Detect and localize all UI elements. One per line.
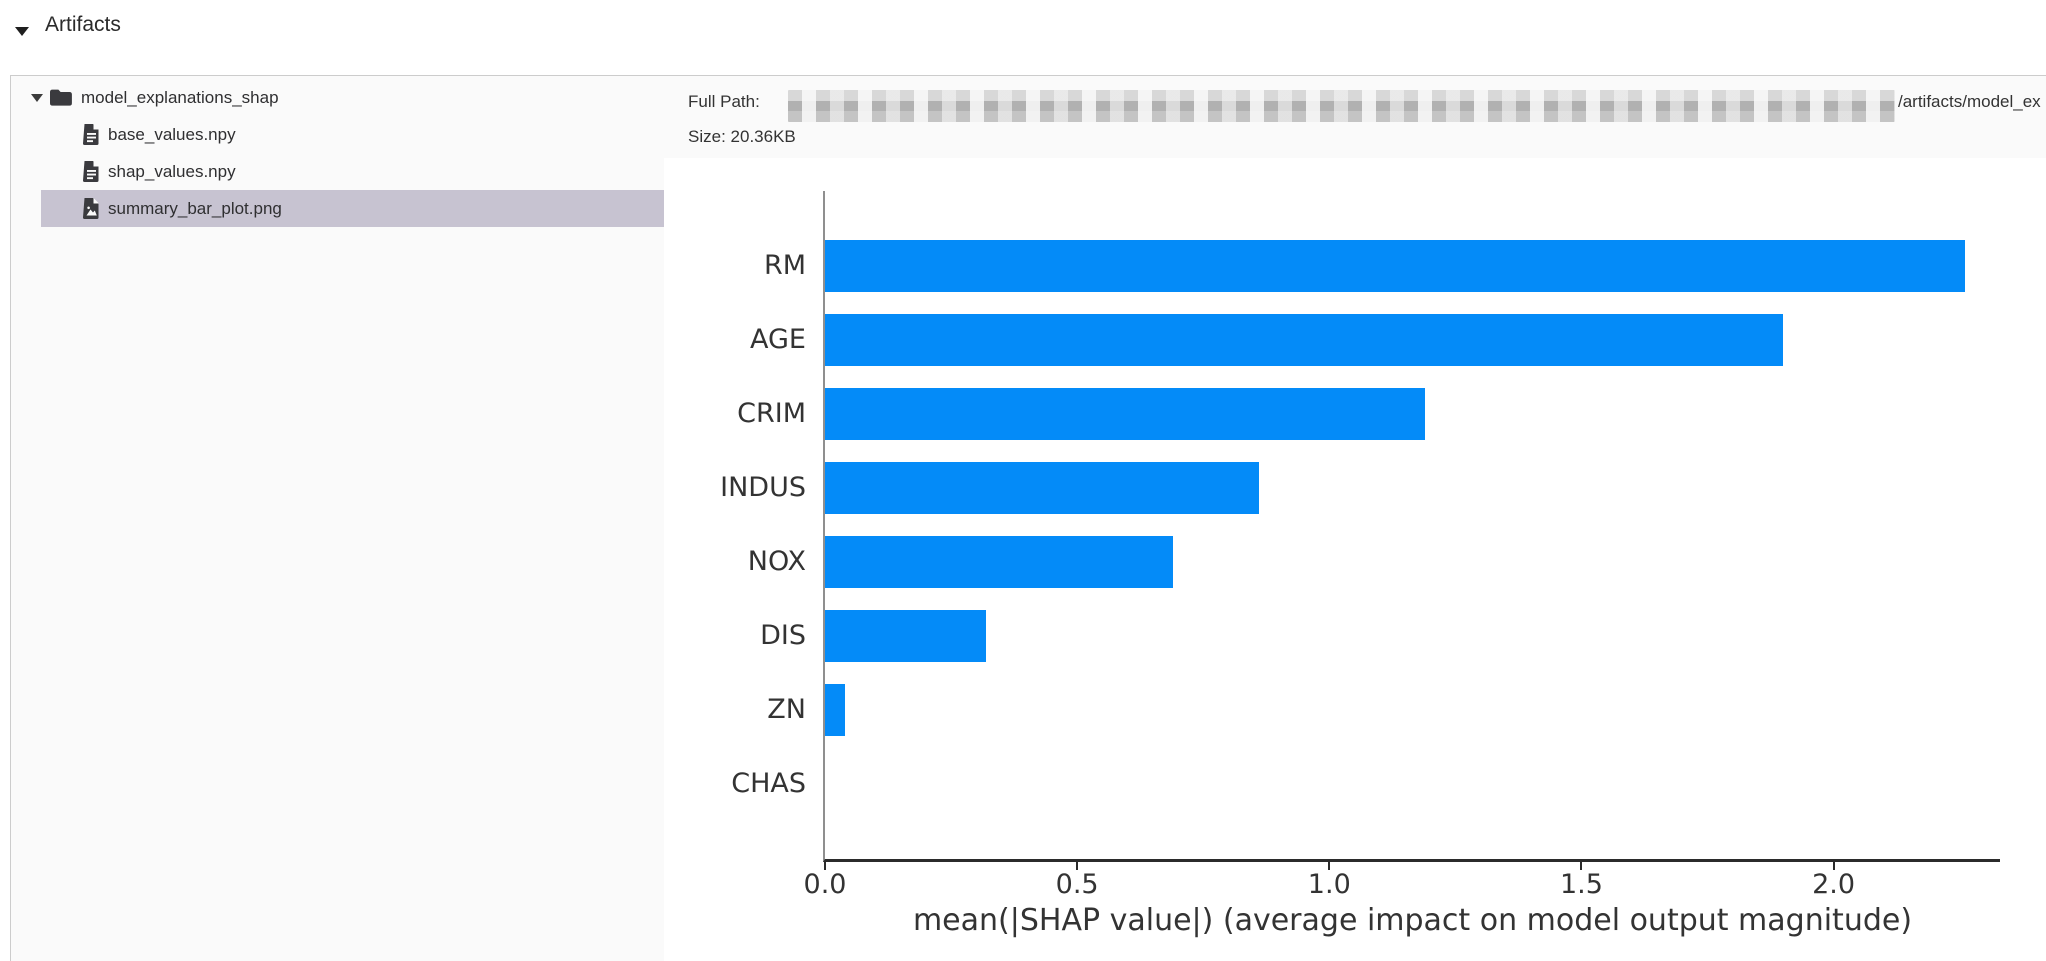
x-tick-label: 0.0 [803, 869, 847, 900]
bar-row: RM [764, 240, 2000, 292]
bar-row: CRIM [737, 388, 2000, 440]
tree-row-folder[interactable]: model_explanations_shap [11, 79, 279, 116]
artifact-image-preview: mean(|SHAP value|) (average impact on mo… [664, 158, 2046, 961]
tree-row-file[interactable]: base_values.npy [11, 116, 236, 153]
page-title: Artifacts [45, 13, 121, 36]
plot-area: mean(|SHAP value|) (average impact on mo… [720, 191, 2000, 938]
redacted-path-blur [788, 90, 1895, 122]
bar [825, 610, 987, 662]
bar-row: ZN [767, 684, 2000, 736]
x-tick-mark [824, 862, 826, 870]
artifact-detail-header: Full Path: /artifacts/model_ex Size: 20.… [664, 76, 2046, 158]
bar [825, 314, 1784, 366]
x-axis-label: mean(|SHAP value|) (average impact on mo… [912, 903, 1913, 938]
artifacts-panel: model_explanations_shap base_values.npy … [10, 75, 2046, 961]
category-label: AGE [750, 324, 806, 355]
bar-row: CHAS [731, 758, 2000, 810]
shap-summary-bar-chart: mean(|SHAP value|) (average impact on mo… [664, 158, 2046, 961]
tree-row-file[interactable]: shap_values.npy [11, 153, 236, 190]
artifact-file-tree: model_explanations_shap base_values.npy … [11, 76, 700, 961]
size-label: Size: [688, 127, 726, 146]
tree-item-label: summary_bar_plot.png [108, 198, 282, 218]
x-tick-mark [1076, 862, 1079, 870]
chevron-down-icon[interactable] [31, 93, 43, 102]
bar [825, 536, 1173, 588]
category-label: RM [763, 250, 806, 281]
bar [825, 240, 1965, 292]
file-text-icon [83, 161, 99, 182]
x-tick-mark [1580, 862, 1583, 870]
tree-item-label: model_explanations_shap [81, 87, 279, 107]
category-label: DIS [760, 620, 806, 651]
x-tick-mark [1832, 862, 1835, 870]
tree-item-label: base_values.npy [108, 124, 236, 144]
collapse-triangle-icon[interactable] [15, 27, 29, 36]
x-tick-label: 1.5 [1559, 869, 1603, 900]
path-visible-suffix: /artifacts/model_ex [1898, 92, 2041, 111]
x-tick-label: 1.0 [1307, 869, 1351, 900]
category-label: INDUS [720, 472, 806, 503]
category-label: NOX [747, 546, 806, 577]
artifacts-header: Artifacts [0, 0, 2046, 75]
category-label: CRIM [737, 398, 806, 429]
x-tick-mark [1328, 862, 1331, 870]
x-tick-label: 2.0 [1812, 869, 1856, 900]
bar-row: INDUS [720, 462, 2000, 514]
bar-row: AGE [750, 314, 2000, 366]
bar-row: DIS [760, 610, 2000, 662]
bar [825, 388, 1426, 440]
x-tick-label: 0.5 [1055, 869, 1099, 900]
full-path-label: Full Path: [688, 92, 760, 111]
tree-row-selected-image[interactable]: summary_bar_plot.png [41, 190, 700, 227]
size-value: 20.36KB [730, 127, 796, 146]
size-row: Size: 20.36KB [688, 127, 796, 147]
category-label: CHAS [731, 768, 806, 799]
category-label: ZN [767, 694, 806, 725]
bar [825, 684, 846, 736]
file-image-icon [83, 198, 99, 219]
bar-row: NOX [748, 536, 2000, 588]
folder-icon [50, 89, 72, 106]
tree-item-label: shap_values.npy [108, 161, 236, 181]
file-text-icon [83, 124, 99, 145]
bar [825, 462, 1259, 514]
